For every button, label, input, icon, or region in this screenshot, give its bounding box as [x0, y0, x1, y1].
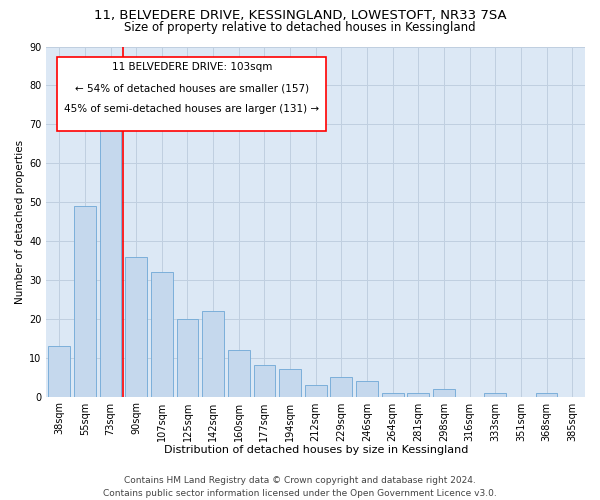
Bar — [49, 346, 70, 397]
Bar — [536, 392, 557, 396]
Text: 11 BELVEDERE DRIVE: 103sqm: 11 BELVEDERE DRIVE: 103sqm — [112, 62, 272, 72]
Y-axis label: Number of detached properties: Number of detached properties — [15, 140, 25, 304]
Text: Size of property relative to detached houses in Kessingland: Size of property relative to detached ho… — [124, 21, 476, 34]
Bar — [382, 392, 404, 396]
Bar — [202, 311, 224, 396]
Bar — [254, 366, 275, 396]
Bar — [407, 392, 429, 396]
Bar — [125, 256, 147, 396]
Bar — [151, 272, 173, 396]
Bar — [74, 206, 96, 396]
Bar — [176, 319, 199, 396]
Text: 11, BELVEDERE DRIVE, KESSINGLAND, LOWESTOFT, NR33 7SA: 11, BELVEDERE DRIVE, KESSINGLAND, LOWEST… — [94, 9, 506, 22]
Text: ← 54% of detached houses are smaller (157): ← 54% of detached houses are smaller (15… — [75, 84, 309, 94]
Bar — [228, 350, 250, 397]
Bar — [305, 385, 326, 396]
Text: Contains HM Land Registry data © Crown copyright and database right 2024.
Contai: Contains HM Land Registry data © Crown c… — [103, 476, 497, 498]
X-axis label: Distribution of detached houses by size in Kessingland: Distribution of detached houses by size … — [164, 445, 468, 455]
Bar — [100, 112, 121, 397]
Bar — [331, 377, 352, 396]
FancyBboxPatch shape — [57, 57, 326, 130]
Text: 45% of semi-detached houses are larger (131) →: 45% of semi-detached houses are larger (… — [64, 104, 319, 115]
Bar — [279, 370, 301, 396]
Bar — [356, 381, 378, 396]
Bar — [484, 392, 506, 396]
Bar — [433, 389, 455, 396]
